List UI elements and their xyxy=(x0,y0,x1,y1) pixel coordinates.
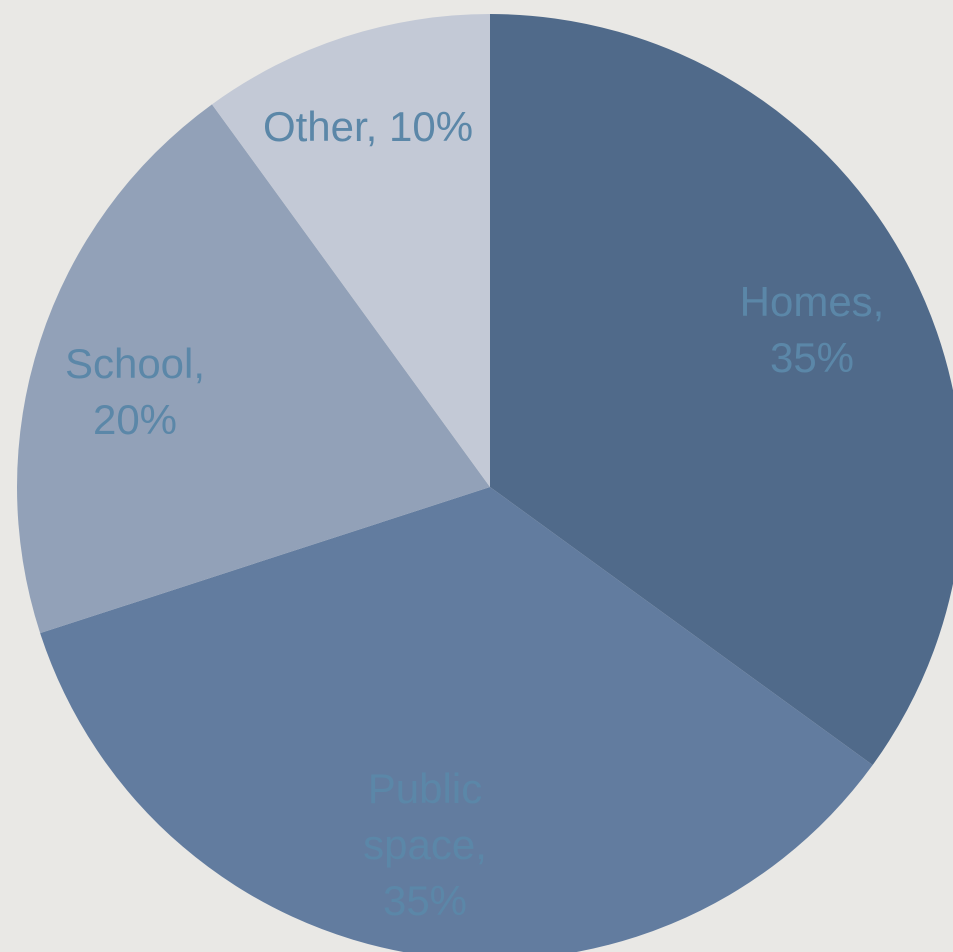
slice-label: Homes, 35% xyxy=(739,278,885,381)
slice-label: Public space, 35% xyxy=(363,765,487,924)
slice-label: School, 20% xyxy=(64,340,206,443)
slice-label: Other, 10% xyxy=(262,103,474,150)
pie-slice xyxy=(16,104,490,634)
pie-slice xyxy=(40,487,873,952)
pie-slice xyxy=(490,14,953,766)
pie-slice xyxy=(211,14,490,487)
